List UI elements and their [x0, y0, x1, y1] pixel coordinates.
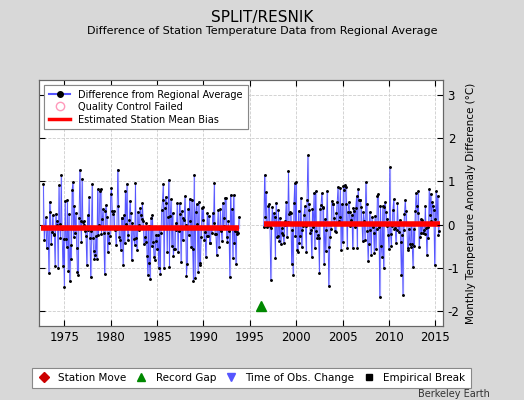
Legend: Station Move, Record Gap, Time of Obs. Change, Empirical Break: Station Move, Record Gap, Time of Obs. C… [32, 368, 471, 388]
Legend: Difference from Regional Average, Quality Control Failed, Estimated Station Mean: Difference from Regional Average, Qualit… [44, 85, 247, 130]
Text: Difference of Station Temperature Data from Regional Average: Difference of Station Temperature Data f… [87, 26, 437, 36]
Text: SPLIT/RESNIK: SPLIT/RESNIK [211, 10, 313, 25]
Y-axis label: Monthly Temperature Anomaly Difference (°C): Monthly Temperature Anomaly Difference (… [466, 82, 476, 324]
Text: Berkeley Earth: Berkeley Earth [418, 389, 490, 399]
